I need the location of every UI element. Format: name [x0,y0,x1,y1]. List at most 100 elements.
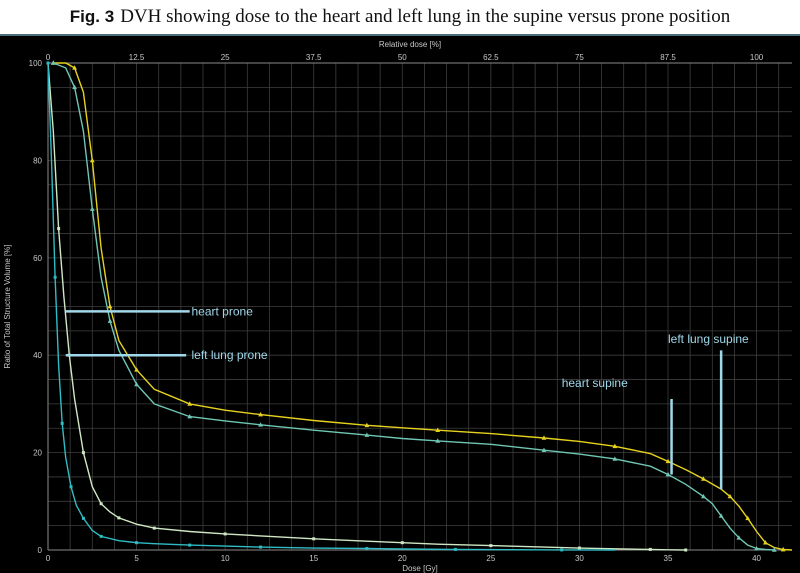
series-point [435,438,441,443]
series-point [188,543,192,547]
series-point [134,367,139,372]
figure-label: Fig. 3 [69,7,115,26]
series-point [727,493,733,499]
series-point [81,516,85,520]
series-point [135,541,139,545]
series-point [60,421,64,425]
y-tick-label: 0 [38,546,43,555]
series-point [541,435,547,440]
series-point [258,412,263,417]
dvh-chart: 0 5 10 15 20 25 30 35 40 0 12.5 25 37.5 50 62.5 75 87.5 1… [0,34,800,573]
series-point [50,60,56,65]
annotation-layer: heart prone left lung prone left lung supi… [65,304,749,490]
series-point [46,61,50,65]
series-point [259,545,263,549]
series-point [489,544,493,548]
series-point [541,447,547,452]
x2-tick-label: 87.5 [660,53,676,62]
y-tick-label: 100 [29,59,43,68]
series-point [648,547,652,551]
x-tick-label: 30 [575,554,584,563]
series-point [99,534,103,538]
series-point [400,541,404,545]
series-point [560,548,564,552]
series-point [81,451,85,455]
x-axis-label: Dose [Gy] [402,564,438,573]
series-point [312,537,316,541]
series-point [107,303,113,309]
series-point [701,476,706,481]
series-point [453,547,457,551]
series-point [665,471,671,477]
series-point [754,545,759,551]
y-tick-label: 40 [33,351,42,360]
y-tick-label: 20 [33,449,42,458]
series-point [364,422,370,428]
annotation-heart-supine: heart supine [562,376,628,390]
x-tick-label: 35 [664,554,673,563]
series-point [577,546,581,550]
x2-tick-label: 75 [575,53,584,62]
chart-background [0,34,800,573]
series-point [152,526,156,530]
series-point [187,413,193,419]
series-point [745,515,751,521]
x2-tick-label: 62.5 [483,53,499,62]
x-tick-label: 5 [134,554,139,563]
x2-tick-label: 100 [750,53,764,62]
series-point [736,535,742,540]
series-point [665,458,671,464]
figure-caption-text: DVH showing dose to the heart and left l… [120,6,731,27]
series-point [763,540,768,545]
x-tick-label: 25 [486,554,495,563]
series-point [72,65,77,70]
series-point [117,516,121,520]
series-point [771,547,777,552]
series-point [223,532,227,536]
series-point [435,427,441,432]
series-layer [46,60,793,552]
x-tick-label: 40 [752,554,761,563]
series-point [134,381,139,387]
series-point [684,548,688,552]
x-tick-label: 15 [309,554,318,563]
x-tick-label: 10 [221,554,230,563]
y-tick-label: 60 [33,254,42,263]
series-point [53,275,57,279]
series-point [701,493,706,499]
series-point [365,547,369,551]
figure-caption: Fig. 3 DVH showing dose to the heart and … [0,0,800,34]
annotation-left-lung-supine: left lung supine [668,332,749,346]
series-point [612,443,618,449]
series-point [57,227,61,231]
x2-tick-label: 12.5 [129,53,145,62]
x2-tick-label: 0 [46,53,51,62]
series-line-2 [47,62,686,551]
grid-lines [47,62,792,551]
series-point [258,422,263,427]
annotation-left-lung-prone: left lung prone [191,348,267,362]
series-line-0 [53,62,793,551]
chart-top-border [0,34,800,36]
x-tick-label: 20 [398,554,407,563]
series-point [107,318,113,323]
annotation-heart-prone: heart prone [191,304,253,318]
series-point [69,485,73,489]
series-line-3 [47,62,615,551]
series-point [99,502,103,506]
series-point [780,546,786,552]
series-point [72,84,77,90]
y-axis-label: Ratio of Total Structure Volume [%] [3,245,12,369]
x-tick-label: 0 [46,554,51,563]
series-point [89,157,95,163]
x2-tick-label: 25 [221,53,230,62]
series-point [718,513,724,518]
series-point [612,456,618,461]
series-point [89,206,95,211]
series-point [364,432,370,437]
x2-axis-label: Relative dose [%] [379,40,441,49]
x2-tick-label: 50 [398,53,407,62]
x2-tick-label: 37.5 [306,53,322,62]
series-point [187,401,193,406]
y-tick-label: 80 [33,156,42,165]
